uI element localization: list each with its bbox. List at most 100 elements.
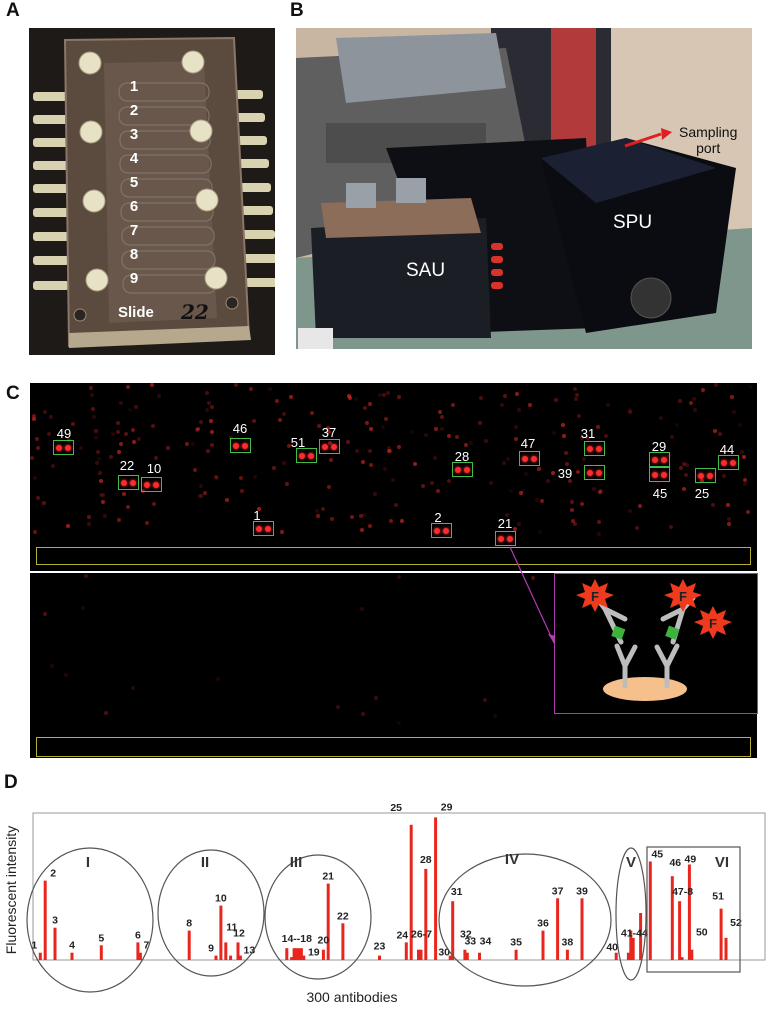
array-spot [117,450,121,454]
array-spot [730,395,734,399]
spot-box [495,531,516,546]
array-spot [479,396,483,400]
spot-box [649,467,670,482]
spot [331,443,337,450]
array-spot [546,479,550,483]
array-spot [87,515,91,519]
spot-box [649,452,670,467]
array-spot [383,467,387,471]
bar [219,905,223,960]
array-spot [604,434,608,438]
plot-frame [32,812,766,961]
array-spot [478,421,482,425]
bar [326,883,330,960]
array-spot [47,432,51,436]
bar-label: 46 [669,857,681,869]
bar [434,817,438,960]
channel-number: 1 [129,78,139,95]
bar [680,957,684,960]
spot [522,455,528,462]
spot [299,452,305,459]
array-spot [32,414,36,418]
array-spot [50,664,54,668]
array-spot [336,705,340,709]
bar [136,942,140,960]
array-spot [517,522,521,526]
spot-label: 47 [520,436,536,451]
fluorophore-label: F [709,616,717,631]
spu-label: SPU [613,212,653,233]
array-spot [316,514,320,518]
bar [302,955,306,960]
channel-number: 9 [129,270,139,287]
array-spot [394,503,398,507]
array-spot [134,405,138,409]
array-spot [500,403,504,407]
bar-label: 6 [135,929,141,941]
array-spot [551,471,555,475]
array-spot [535,498,539,502]
array-spot [327,430,331,434]
array-spot [519,491,523,495]
channel-number: 2 [129,102,139,119]
array-spot [575,393,579,397]
array-spot [199,484,203,488]
spot-box [141,477,162,492]
array-spot [410,430,414,434]
channel-number: 4 [129,150,139,167]
bar [629,930,633,960]
spot-label: 2 [434,510,442,525]
bar-label: 21 [322,871,334,883]
array-spot [506,457,510,461]
array-spot [104,711,108,715]
array-spot [374,696,378,700]
sampling-port-label-line1: Sampling [679,124,738,140]
array-spot [714,383,718,387]
array-spot [361,712,365,716]
screws [78,50,228,292]
instrument-illustration [296,28,752,349]
array-spot [628,509,632,513]
spot [596,445,602,452]
array-spot [195,428,199,432]
array-spot [43,410,47,414]
array-spot [145,521,149,525]
array-spot [732,410,736,414]
array-spot [280,530,284,534]
array-spot [350,515,354,519]
array-spot [675,423,679,427]
array-spot [166,446,170,450]
bar-label: 5 [98,932,104,944]
array-spot [484,439,488,443]
array-spot [727,522,731,526]
bar [670,876,674,960]
array-spot [101,493,105,497]
bar-label: 29 [441,801,453,813]
spot-box [584,465,605,480]
array-spot [538,530,542,534]
array-spot [743,478,747,482]
bar-label: 14--18 [282,933,313,945]
array-spot [493,714,497,718]
detection-antibodies [594,595,696,645]
sau-label: SAU [406,260,446,281]
array-spot [509,489,513,493]
array-spot [35,437,39,441]
tube-connectors-right [229,90,275,287]
array-spot [517,408,521,412]
array-spot [513,527,517,531]
array-spot [210,430,214,434]
array-spot [684,473,688,477]
spot [56,444,62,451]
bar [465,952,469,960]
array-spot [369,427,373,431]
array-spot [387,449,391,453]
spot [308,452,314,459]
array-spot [210,405,214,409]
bar [687,864,691,960]
spot-label: 44 [719,442,735,457]
array-spot [571,519,575,523]
capture-surface [603,677,687,701]
array-spot [198,494,202,498]
